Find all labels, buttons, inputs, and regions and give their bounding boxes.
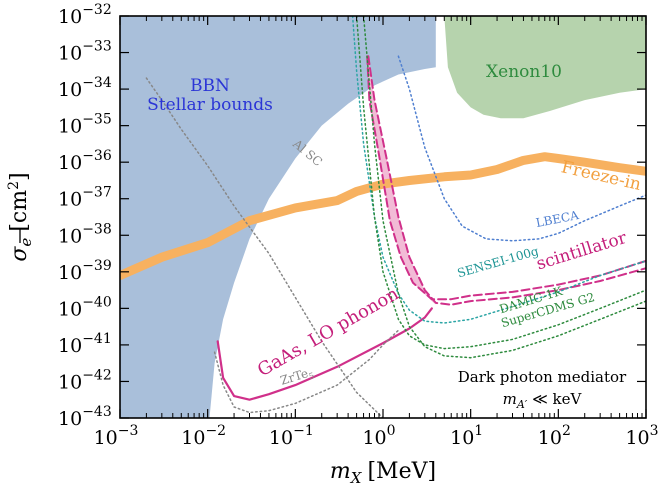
y-tick-label: 10−39 [58,258,112,284]
y-tick-label: 10−43 [58,404,112,430]
x-tick-label: 103 [625,423,658,449]
series-gaas-lo-phonon-1 [216,307,433,401]
x-tick-label: 10−3 [94,423,139,449]
y-tick-label: 10−38 [58,221,112,247]
y-axis-label-sub: e [17,238,35,247]
y-axis-label: σe [cm2] [6,172,35,261]
x-axis-label: mX [MeV] [330,459,436,487]
mediator-box-line2-rest: ≪ keV [527,390,582,408]
x-tick-label: 10−2 [181,423,226,449]
mediator-box-bg [443,363,641,413]
series-sensei-100g-7 [351,16,646,324]
series-scintillator-2 [367,55,646,306]
y-tick-label: 10−35 [58,112,112,138]
mediator-box-line1: Dark photon mediator [458,368,627,386]
y-axis-label-unit-right: ] [7,172,32,181]
series-zrte5-5 [213,329,400,414]
annotation-bbn: BBN Stellar bounds [147,76,273,115]
shaded-regions [120,16,646,418]
mediator-box-line2-sub: A′ [516,398,528,411]
series-supercdms-g2-9 [362,16,646,359]
axes: 10−3 10−2 10−1 100 101 102 103 10−32 10−33 10−34 1… [58,2,659,449]
y-tick-label: 10−40 [58,294,112,320]
y-axis-label-unit-left: [cm [7,190,32,232]
region-bbn-stellar-bounds [120,16,436,418]
series-lbeca-6 [397,55,646,242]
x-axis-label-unit: [MeV] [367,459,436,484]
x-tick-label: 101 [450,423,483,449]
series-freeze-in-0 [120,152,646,280]
series-lines [120,16,646,418]
plot-area [120,16,646,418]
series-scintillator-3 [366,55,646,301]
y-axis-label-unit-sup: 2 [6,181,22,190]
y-tick-label: 10−34 [58,75,112,101]
y-tick-label: 10−37 [58,185,112,211]
region-scintillator [367,56,436,305]
y-axis-label-var: σ [7,246,32,262]
x-tick-label: 10−1 [269,423,314,449]
y-tick-label: 10−42 [58,367,112,393]
y-tick-label: 10−41 [58,331,112,357]
x-axis-label-sub: X [350,469,363,487]
mediator-box-line2: mA′ ≪ keV [503,390,583,411]
y-tick-label: 10−32 [58,2,112,28]
x-axis-label-var: m [330,459,351,484]
x-tick-label: 100 [362,423,395,449]
region-xenon10 [444,16,646,119]
annotation-xenon: Xenon10 [486,62,562,82]
series-damic-1k-8 [355,16,646,350]
y-tick-label: 10−33 [58,39,112,65]
y-tick-label: 10−36 [58,148,112,174]
mediator-box: Dark photon mediator mA′ ≪ keV [443,363,641,413]
series-al-sc-4 [145,77,384,418]
x-tick-label: 102 [538,423,571,449]
mediator-box-line2-var: m [503,390,517,408]
